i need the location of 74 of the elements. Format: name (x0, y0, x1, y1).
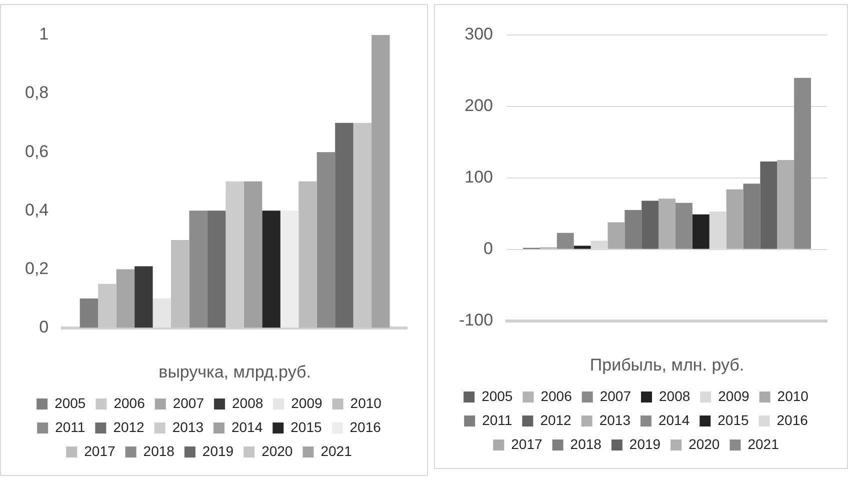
legend-label: 2017 (511, 436, 542, 452)
legend-label: 2006 (540, 388, 572, 404)
legend-label: 2009 (291, 394, 323, 411)
bar (152, 298, 172, 328)
bar (134, 266, 153, 328)
x-axis-title: Прибыль, млн. руб. (590, 355, 744, 374)
legend-label: 2014 (231, 418, 263, 435)
y-tick-label: 300 (464, 24, 494, 44)
legend-label: 2011 (482, 412, 512, 428)
legend-label: 2016 (776, 412, 808, 428)
legend-label: 2012 (540, 412, 572, 428)
legend-label: 2019 (202, 442, 234, 459)
legend-label: 2018 (570, 436, 602, 452)
bar (171, 240, 190, 328)
legend-label: 2009 (718, 388, 750, 404)
legend-label: 2014 (658, 412, 690, 428)
bar (372, 35, 390, 328)
bar (574, 246, 591, 249)
y-tick-label: 0 (39, 317, 49, 336)
bar (692, 214, 710, 249)
y-tick-label: 1 (39, 24, 49, 44)
legend-label: 2011 (55, 418, 86, 435)
bar (298, 181, 317, 328)
bar (207, 210, 226, 328)
legend-label: 2008 (659, 388, 690, 404)
legend-label: 2021 (748, 436, 780, 452)
y-tick-label: -100 (458, 310, 494, 330)
bar (794, 78, 811, 249)
x-axis-title: выручка, млрд.руб. (158, 362, 311, 382)
bar (760, 161, 778, 249)
legend-label: 2015 (290, 418, 322, 435)
y-tick-label: 0 (484, 239, 494, 258)
bar (743, 184, 760, 249)
bar (244, 181, 262, 328)
legend-label: 2013 (599, 412, 631, 428)
bar (777, 160, 794, 249)
bar (556, 232, 574, 249)
bar (642, 200, 659, 249)
legend-label: 2021 (320, 442, 352, 459)
bar (316, 152, 336, 328)
bar (189, 210, 208, 328)
y-tick-label: 200 (464, 96, 494, 116)
bar (726, 189, 744, 249)
bar (675, 202, 692, 249)
bar (280, 210, 299, 328)
legend-label: 2006 (114, 394, 146, 411)
bar (116, 269, 135, 328)
bar (658, 198, 676, 249)
legend-label: 2005 (482, 388, 513, 404)
y-tick-label: 0,2 (24, 258, 49, 278)
y-tick-label: 0,6 (24, 142, 49, 161)
legend-label: 2005 (54, 394, 86, 411)
legend-label: 2010 (350, 394, 382, 411)
bar (608, 222, 625, 249)
legend-label: 2019 (629, 436, 661, 452)
legend-label: 2010 (777, 388, 809, 404)
legend-label: 2013 (172, 418, 204, 435)
legend-label: 2018 (143, 442, 175, 459)
legend-label: 2012 (113, 418, 145, 435)
y-tick-label: 0,4 (24, 200, 49, 220)
legend-label: 2016 (350, 418, 382, 435)
legend-label: 2008 (232, 394, 264, 411)
legend-label: 2017 (84, 442, 116, 459)
y-tick-label: 100 (464, 168, 494, 187)
legend-label: 2015 (718, 412, 749, 428)
y-tick-label: 0,8 (24, 83, 49, 102)
bar (80, 298, 98, 328)
bar (335, 122, 354, 328)
bar (624, 210, 642, 249)
legend-label: 2007 (172, 394, 204, 411)
bar (262, 210, 280, 328)
legend-label: 2020 (688, 436, 720, 452)
legend-label: 2020 (262, 442, 293, 459)
legend-label: 2007 (600, 388, 632, 404)
